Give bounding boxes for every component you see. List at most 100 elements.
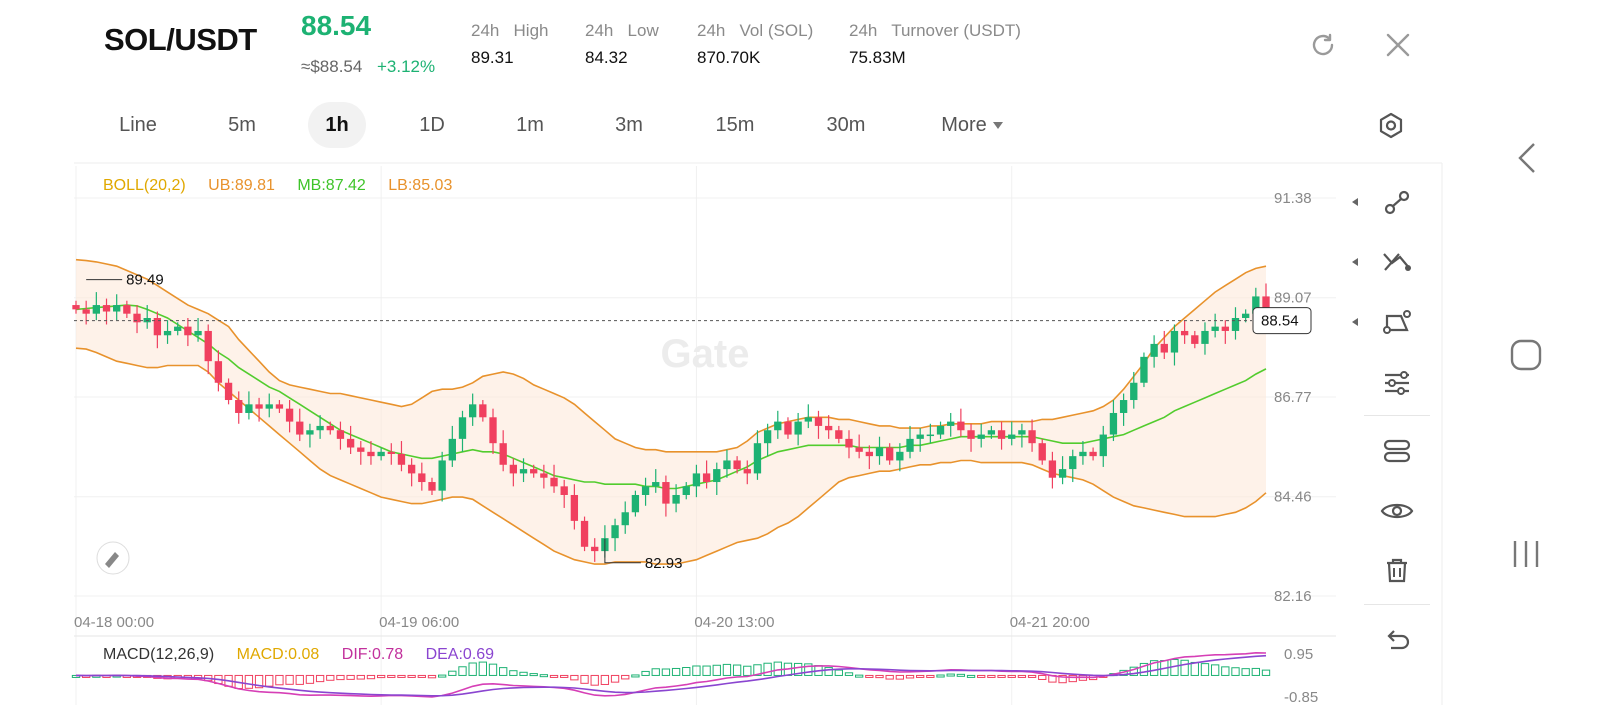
- macd-bar: [855, 674, 864, 678]
- boll-upper-line: [75, 258, 1267, 453]
- macd-bar: [702, 665, 711, 676]
- candle: [540, 464, 548, 489]
- candle: [418, 462, 426, 491]
- tab-5m[interactable]: 5m: [228, 114, 256, 136]
- macd-bar: [997, 674, 1006, 678]
- macd-bar: [387, 674, 396, 678]
- stat-turnover-value: 75.83M: [849, 48, 906, 67]
- tab-line[interactable]: Line: [119, 114, 157, 136]
- candle: [1140, 352, 1148, 388]
- macd-bar: [824, 667, 833, 676]
- boll-lower-line: [75, 347, 1267, 565]
- multi-chart-icon[interactable]: [1374, 428, 1420, 474]
- candle: [428, 477, 436, 495]
- macd-dea: DEA:0.69: [426, 646, 495, 663]
- macd-bar: [326, 674, 335, 681]
- recents-nav-icon[interactable]: [1508, 536, 1544, 572]
- tab-1m[interactable]: 1m: [516, 114, 544, 136]
- change-percent: +3.12%: [377, 57, 436, 76]
- chart-settings-icon[interactable]: [1376, 111, 1406, 141]
- tab-3m[interactable]: 3m: [615, 114, 643, 136]
- candle: [1018, 423, 1026, 448]
- tab-1h[interactable]: 1h: [308, 102, 366, 148]
- macd-bar: [844, 672, 854, 676]
- macd-bar: [1129, 666, 1138, 676]
- candle: [916, 428, 924, 452]
- macd-bar: [773, 661, 782, 676]
- home-nav-icon[interactable]: [1508, 337, 1544, 373]
- candle: [397, 441, 406, 472]
- candle: [214, 350, 223, 392]
- candle: [326, 421, 334, 435]
- delete-icon[interactable]: [1374, 548, 1420, 594]
- macd-bar: [977, 674, 986, 678]
- candle: [875, 436, 884, 465]
- y-axis-ticks: 91.38 89.07 86.77 84.46 82.16: [1274, 190, 1312, 605]
- candle: [1079, 441, 1087, 465]
- macd-dif: DIF:0.78: [342, 646, 403, 663]
- candle: [1109, 400, 1118, 442]
- candle: [296, 408, 304, 442]
- candle: [163, 320, 172, 344]
- tab-more[interactable]: More: [922, 102, 1022, 148]
- candle: [1058, 456, 1067, 485]
- boll-lb: LB:85.03: [388, 177, 452, 194]
- candle: [1069, 449, 1077, 483]
- candle: [479, 400, 487, 422]
- macd-bar: [356, 674, 365, 680]
- tab-1d[interactable]: 1D: [419, 114, 445, 136]
- candle: [357, 441, 365, 465]
- drawing-toolbar: [1352, 172, 1442, 692]
- back-nav-icon[interactable]: [1510, 140, 1544, 176]
- candle: [1150, 335, 1158, 368]
- macd-bar: [621, 674, 630, 680]
- indicator-settings-icon[interactable]: [1374, 360, 1420, 406]
- refresh-icon[interactable]: [1308, 30, 1338, 60]
- line-tool-icon[interactable]: [1374, 180, 1420, 226]
- candle: [560, 479, 568, 508]
- macd-bar: [895, 674, 905, 680]
- macd-bar: [1058, 674, 1067, 684]
- macd-bar: [509, 670, 518, 676]
- y-tick-label: 84.46: [1274, 489, 1312, 506]
- candle: [387, 443, 395, 465]
- tab-15m[interactable]: 15m: [715, 114, 755, 136]
- candle: [723, 449, 731, 478]
- candle: [997, 421, 1006, 450]
- candle: [224, 378, 233, 405]
- macd-bar: [488, 663, 498, 676]
- candle: [72, 300, 80, 314]
- draw-mode-button[interactable]: [96, 541, 130, 575]
- candle: [519, 458, 528, 483]
- macd-bar: [376, 674, 386, 679]
- macd-bar: [499, 667, 508, 676]
- candle: [346, 425, 355, 454]
- candlestick-chart[interactable]: Gate 88.54 89.49 82.93 91.38 89.07 86.77 84…: [0, 160, 1600, 720]
- macd-bar: [346, 674, 355, 680]
- candle: [977, 423, 985, 448]
- candle: [265, 393, 273, 418]
- candle: [489, 408, 497, 454]
- macd-bar: [732, 664, 742, 676]
- visibility-icon[interactable]: [1374, 488, 1420, 534]
- candle: [407, 458, 416, 487]
- candle: [702, 460, 711, 489]
- candle: [947, 412, 955, 437]
- trend-tool-icon[interactable]: [1374, 240, 1420, 286]
- y-tick-label: 89.07: [1274, 290, 1312, 307]
- boll-mb: MB:87.42: [297, 177, 366, 194]
- tab-more-label: More: [941, 114, 987, 136]
- boll-legend: BOLL(20,2) UB:89.81 MB:87.42 LB:85.03: [103, 177, 452, 194]
- candle: [1089, 447, 1097, 461]
- undo-icon[interactable]: [1374, 618, 1420, 664]
- macd-tick-bottom: -0.85: [1284, 689, 1318, 706]
- shape-tool-icon[interactable]: [1374, 300, 1420, 346]
- macd-bar: [956, 673, 966, 677]
- stat-high-label: 24h High: [471, 21, 549, 40]
- macd-bar: [641, 670, 650, 676]
- macd-bar: [590, 674, 599, 686]
- low-marker: 82.93: [604, 538, 682, 572]
- close-icon[interactable]: [1383, 30, 1413, 60]
- x-tick-label: 04-18 00:00: [74, 614, 154, 631]
- tab-30m[interactable]: 30m: [826, 114, 866, 136]
